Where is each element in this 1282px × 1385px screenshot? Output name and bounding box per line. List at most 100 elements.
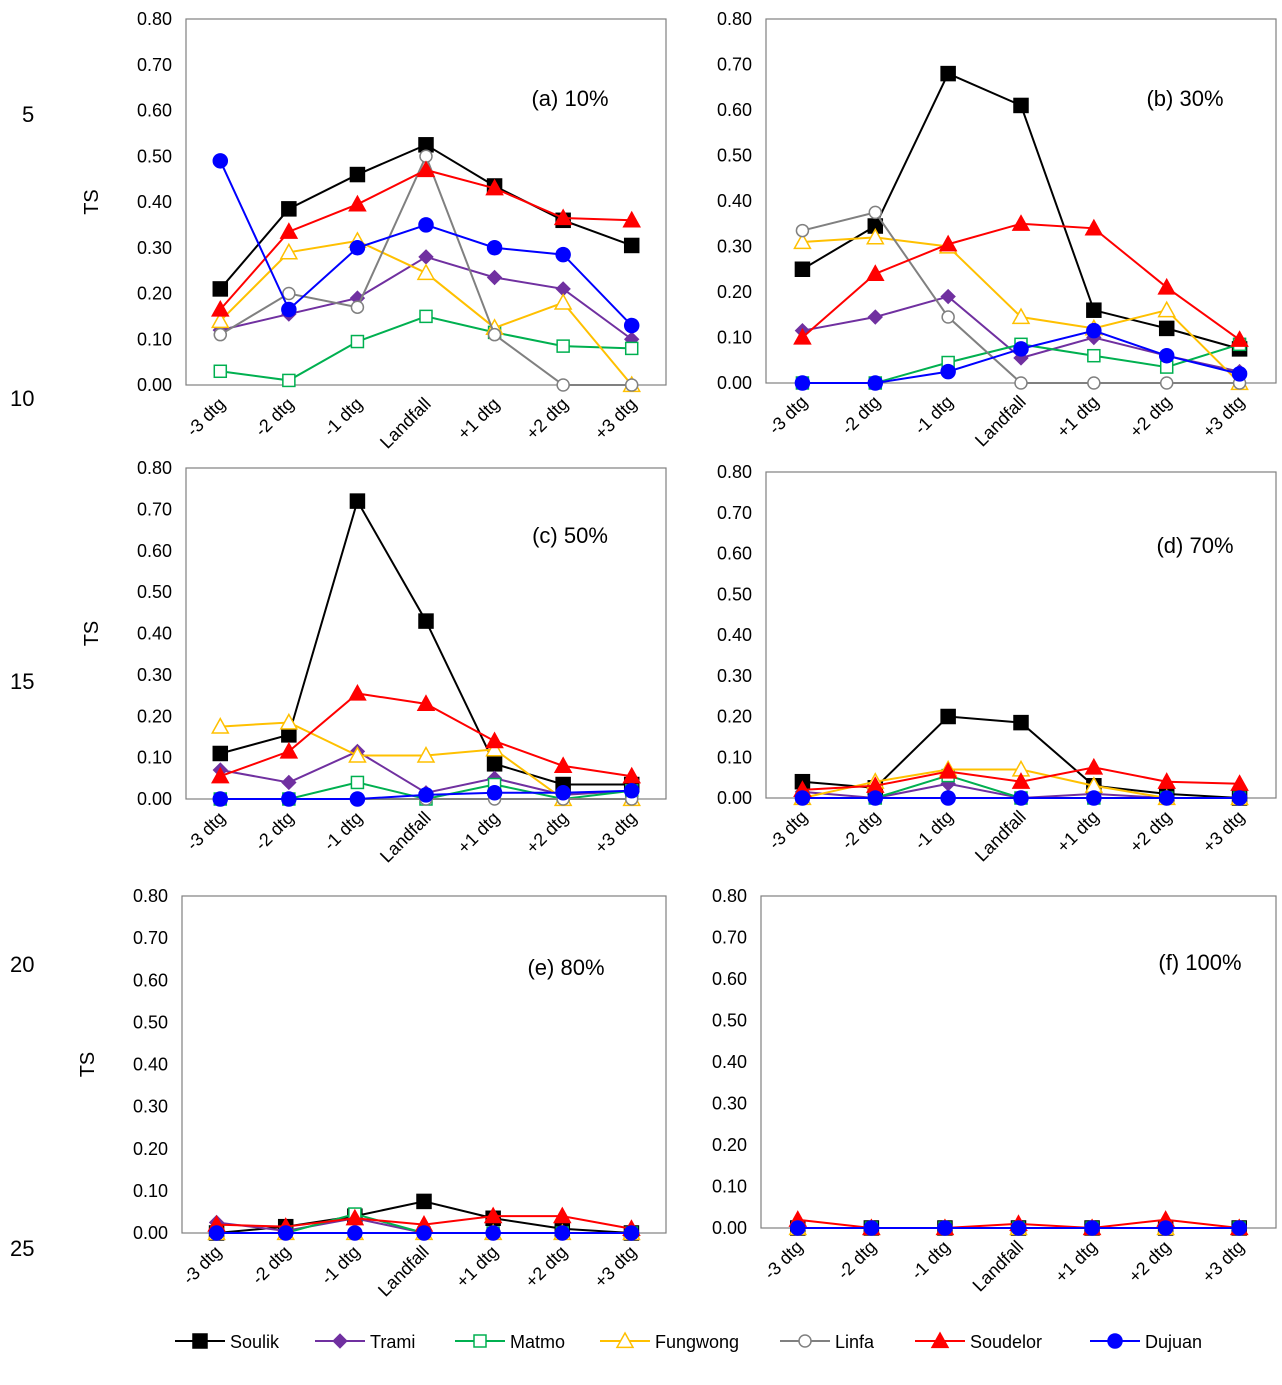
data-point-fungwong	[416, 746, 436, 763]
data-point-trami	[867, 309, 883, 325]
y-tick-label: 0.70	[717, 55, 752, 75]
y-tick-label: 0.60	[133, 970, 168, 990]
data-point-fungwong	[416, 263, 436, 281]
data-point-dujuan	[863, 1220, 880, 1236]
legend-item: Dujuan	[1090, 1332, 1202, 1352]
y-tick-label: 0.80	[137, 458, 172, 478]
x-tick-label: +2 dtg	[1126, 392, 1176, 442]
data-point-dujuan	[418, 787, 434, 803]
x-tick-label: Landfall	[971, 807, 1030, 866]
x-tick-label: +2 dtg	[1126, 807, 1176, 857]
y-tick-label: 0.00	[712, 1218, 747, 1238]
y-tick-label: 0.70	[712, 928, 747, 948]
y-tick-label: 0.10	[712, 1177, 747, 1197]
data-point-soulik	[212, 281, 229, 297]
x-tick-label: -2 dtg	[837, 392, 884, 439]
x-tick-label: -1 dtg	[317, 1242, 364, 1289]
line-number: 5	[22, 102, 35, 127]
legend-item: Matmo	[455, 1332, 565, 1352]
legend-item: Soulik	[175, 1332, 280, 1352]
data-point-dujuan	[212, 153, 229, 169]
data-point-soulik	[418, 613, 434, 629]
data-point-dujuan	[349, 240, 366, 256]
data-point-soudelor	[1230, 330, 1249, 347]
x-tick-label: +3 dtg	[1198, 1237, 1248, 1287]
data-point-soudelor	[866, 264, 885, 281]
data-point-linfa	[795, 223, 810, 238]
plot-area-frame	[181, 895, 667, 1234]
data-point-dujuan	[790, 1220, 806, 1236]
y-tick-label: 0.10	[717, 328, 752, 348]
data-point-linfa	[556, 378, 570, 392]
legend-label: Soudelor	[970, 1332, 1042, 1352]
data-point-soulik	[281, 201, 297, 217]
x-tick-label: -1 dtg	[907, 1237, 954, 1284]
x-tick-label: +1 dtg	[452, 1242, 502, 1292]
y-tick-label: 0.40	[717, 191, 752, 211]
data-point-fungwong	[793, 232, 812, 250]
x-tick-label: +2 dtg	[521, 1242, 571, 1292]
data-point-trami	[486, 269, 503, 286]
data-point-dujuan	[281, 791, 297, 807]
data-point-fungwong	[348, 746, 367, 763]
y-tick-label: 0.50	[133, 1012, 168, 1032]
x-tick-label: -1 dtg	[910, 392, 957, 439]
data-point-dujuan	[1231, 366, 1248, 382]
data-point-matmo	[1087, 348, 1101, 363]
chart-panel: 0.00 0.10 0.20 0.30 0.40 0.50 0.60 0.70 0.80 TS -3…	[81, 9, 667, 452]
data-point-matmo	[419, 309, 433, 324]
data-point-fungwong	[553, 293, 573, 310]
data-point-soudelor	[622, 210, 641, 228]
data-point-soudelor	[622, 766, 641, 784]
y-tick-label: 0.40	[133, 1055, 168, 1075]
y-axis-label: TS	[81, 621, 103, 647]
data-point-matmo	[282, 373, 296, 388]
data-point-fungwong	[211, 717, 230, 734]
y-tick-label: 0.60	[137, 541, 172, 561]
x-tick-label: Landfall	[971, 392, 1030, 451]
data-point-linfa	[1159, 376, 1174, 390]
y-tick-label: 0.40	[717, 625, 752, 645]
data-point-dujuan	[867, 790, 884, 806]
panel-title: (c) 50%	[532, 523, 608, 548]
line-number: 15	[10, 669, 35, 694]
y-tick-label: 0.60	[717, 544, 752, 564]
x-tick-label: +3 dtg	[1199, 807, 1249, 857]
plot-area-frame	[765, 18, 1277, 384]
x-tick-label: +1 dtg	[1053, 807, 1103, 857]
data-point-soudelor	[1157, 772, 1176, 789]
data-point-soulik	[212, 745, 229, 762]
x-tick-label: -2 dtg	[837, 807, 884, 854]
line-number: 10	[10, 386, 35, 411]
legend-label: Dujuan	[1145, 1332, 1202, 1352]
data-point-soudelor	[938, 761, 958, 779]
y-tick-label: 0.00	[717, 788, 752, 808]
data-point-dujuan	[486, 785, 503, 801]
x-tick-label: Landfall	[374, 1242, 433, 1301]
data-point-soudelor	[1011, 772, 1031, 789]
x-tick-label: +1 dtg	[454, 808, 504, 858]
x-tick-label: -1 dtg	[910, 807, 957, 854]
panel-title: (d) 70%	[1156, 533, 1233, 558]
plot-area-frame	[760, 895, 1277, 1229]
y-tick-label: 0.30	[137, 665, 172, 685]
legend-marker-fungwong	[615, 1331, 635, 1349]
data-point-fungwong	[279, 712, 299, 730]
panel-title: (a) 10%	[531, 86, 608, 111]
data-point-linfa	[868, 205, 883, 220]
y-tick-label: 0.60	[712, 969, 747, 989]
data-point-dujuan	[212, 791, 229, 807]
legend-label: Linfa	[835, 1332, 875, 1352]
data-point-dujuan	[554, 1225, 571, 1241]
data-point-linfa	[282, 286, 296, 301]
data-point-dujuan	[418, 217, 434, 233]
series-line-dujuan	[219, 160, 633, 327]
data-point-dujuan	[208, 1225, 225, 1241]
data-point-fungwong	[485, 739, 504, 757]
y-tick-label: 0.20	[717, 707, 752, 727]
data-point-dujuan	[1158, 347, 1175, 364]
x-tick-label: -2 dtg	[251, 394, 298, 441]
data-point-dujuan	[1086, 322, 1102, 339]
data-point-trami	[940, 288, 956, 305]
data-point-soudelor	[1084, 757, 1104, 775]
